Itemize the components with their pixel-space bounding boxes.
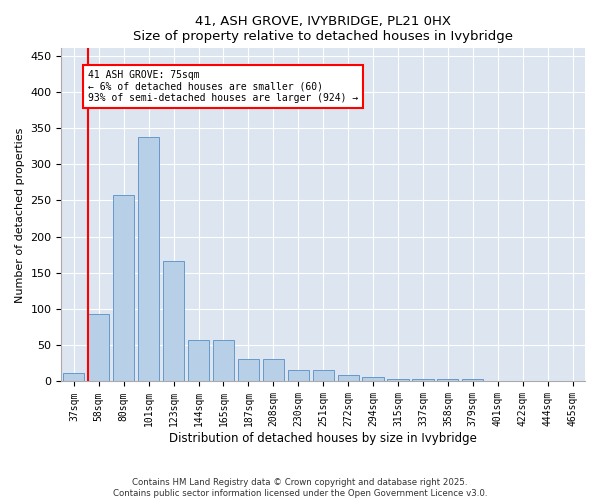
Bar [462, 380, 484, 382]
Bar [113, 194, 134, 382]
Text: Contains HM Land Registry data © Crown copyright and database right 2025.
Contai: Contains HM Land Registry data © Crown c… [113, 478, 487, 498]
Bar [287, 370, 309, 382]
Bar [537, 380, 558, 382]
Bar [213, 340, 234, 382]
Bar [63, 373, 85, 382]
Bar [487, 380, 508, 382]
Bar [388, 380, 409, 382]
Bar [362, 377, 383, 382]
X-axis label: Distribution of detached houses by size in Ivybridge: Distribution of detached houses by size … [169, 432, 477, 445]
Bar [188, 340, 209, 382]
Bar [138, 136, 159, 382]
Bar [338, 375, 359, 382]
Bar [313, 370, 334, 382]
Bar [437, 380, 458, 382]
Bar [163, 260, 184, 382]
Bar [412, 380, 434, 382]
Bar [263, 359, 284, 382]
Y-axis label: Number of detached properties: Number of detached properties [15, 127, 25, 302]
Text: 41 ASH GROVE: 75sqm
← 6% of detached houses are smaller (60)
93% of semi-detache: 41 ASH GROVE: 75sqm ← 6% of detached hou… [88, 70, 358, 103]
Bar [238, 359, 259, 382]
Bar [88, 314, 109, 382]
Title: 41, ASH GROVE, IVYBRIDGE, PL21 0HX
Size of property relative to detached houses : 41, ASH GROVE, IVYBRIDGE, PL21 0HX Size … [133, 15, 513, 43]
